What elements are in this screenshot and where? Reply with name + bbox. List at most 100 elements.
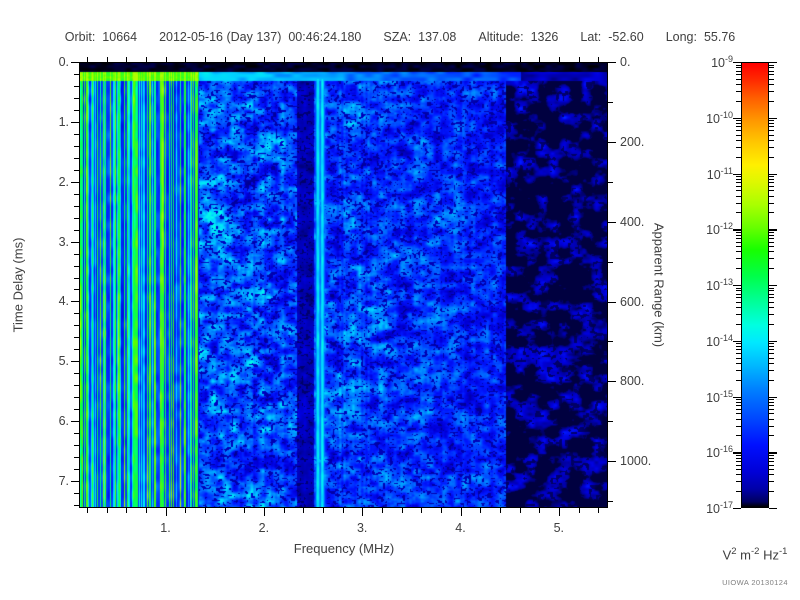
x-axis-tick-label: 3. <box>356 521 368 535</box>
colorbar-minor-tick <box>736 379 741 381</box>
x-axis-top-minor-tick <box>499 57 501 62</box>
colorbar-tick-exponent: -10 <box>719 109 733 120</box>
colorbar-minor-tick-right <box>769 454 774 456</box>
colorbar-minor-tick <box>736 178 741 180</box>
x-axis-minor-tick <box>126 508 128 513</box>
colorbar-tick-exponent: -12 <box>719 221 733 232</box>
colorbar-minor-tick-right <box>769 134 774 136</box>
colorbar-minor-tick-right <box>769 287 774 289</box>
colorbar-minor-tick <box>736 268 741 270</box>
colorbar-minor-tick <box>736 91 741 93</box>
x-axis-top-minor-tick <box>165 57 167 62</box>
colorbar-minor-tick <box>736 67 741 69</box>
x-axis-tick-label: 5. <box>553 521 565 535</box>
y-axis-left-minor-tick <box>74 253 79 255</box>
colorbar-minor-tick-right <box>769 349 774 351</box>
colorbar-minor-tick-right <box>769 212 774 214</box>
unit-m-exp: -2 <box>751 546 760 557</box>
y-axis-left-tick-label: 6. <box>58 414 69 429</box>
colorbar-minor-tick-right <box>769 120 774 122</box>
colorbar-major-tick <box>733 285 741 287</box>
colorbar-minor-tick <box>736 469 741 471</box>
colorbar-minor-tick <box>736 120 741 122</box>
x-axis-minor-tick <box>224 508 226 513</box>
colorbar-minor-tick <box>736 185 741 187</box>
x-axis-top-minor-tick <box>362 57 364 62</box>
colorbar-tick-label: 10-17 <box>685 500 733 516</box>
y-axis-left-tick-label: 7. <box>58 474 69 489</box>
colorbar-major-tick-right <box>769 508 777 510</box>
colorbar-minor-tick <box>736 353 741 355</box>
colorbar-minor-tick <box>736 464 741 466</box>
x-axis-major-tick <box>362 508 364 516</box>
x-axis-top-minor-tick <box>460 57 462 62</box>
colorbar-minor-tick-right <box>769 425 774 427</box>
unit-v-exp: 2 <box>731 546 737 557</box>
y-axis-right-major-tick <box>608 381 616 383</box>
latitude-label: Lat: <box>580 30 602 44</box>
colorbar-minor-tick <box>736 70 741 72</box>
colorbar-minor-tick-right <box>769 323 774 325</box>
observation-time: 00:46:24.180 <box>288 30 362 44</box>
colorbar-major-tick-right <box>769 62 777 64</box>
x-axis-minor-tick <box>244 508 246 513</box>
colorbar-minor-tick <box>736 176 741 178</box>
colorbar-minor-tick-right <box>769 464 774 466</box>
colorbar-minor-tick-right <box>769 123 774 125</box>
y-axis-left-minor-tick <box>74 85 79 87</box>
colorbar-minor-tick <box>736 349 741 351</box>
colorbar-minor-tick-right <box>769 408 774 410</box>
colorbar-minor-tick <box>736 323 741 325</box>
colorbar-minor-tick-right <box>769 405 774 407</box>
y-axis-left-major-tick <box>71 421 79 423</box>
colorbar-minor-tick <box>736 78 741 80</box>
colorbar-tick-mantissa: 10 <box>706 279 720 294</box>
spectrogram-canvas <box>80 63 607 507</box>
altitude-value: 1326 <box>530 30 559 44</box>
x-axis-top-minor-tick <box>519 57 521 62</box>
colorbar-tick-label: 10-12 <box>685 221 733 237</box>
colorbar-minor-tick-right <box>769 130 774 132</box>
colorbar-minor-tick-right <box>769 293 774 295</box>
x-axis-minor-tick <box>381 508 383 513</box>
colorbar-minor-tick-right <box>769 399 774 401</box>
observation-date: 2012-05-16 (Day 137) <box>159 30 282 44</box>
y-axis-left-minor-tick <box>74 493 79 495</box>
colorbar-minor-tick <box>736 460 741 462</box>
colorbar-minor-tick <box>736 297 741 299</box>
longitude-label: Long: <box>665 30 697 44</box>
colorbar-minor-tick <box>736 100 741 102</box>
colorbar-major-tick <box>733 173 741 175</box>
y-axis-left-minor-tick <box>74 205 79 207</box>
colorbar-minor-tick-right <box>769 362 774 364</box>
y-axis-left-minor-tick <box>74 397 79 399</box>
colorbar-minor-tick-right <box>769 418 774 420</box>
colorbar-minor-tick <box>736 139 741 141</box>
colorbar-minor-tick-right <box>769 401 774 403</box>
colorbar-gradient <box>741 62 769 508</box>
colorbar-minor-tick <box>736 457 741 459</box>
colorbar-minor-tick <box>736 251 741 253</box>
x-axis-tick-label: 1. <box>160 521 171 535</box>
y-axis-right-minor-tick <box>608 501 613 503</box>
y-axis-left-minor-tick <box>74 157 79 159</box>
colorbar-minor-tick <box>736 123 741 125</box>
y-axis-left-major-tick <box>71 121 79 123</box>
colorbar-minor-tick <box>736 369 741 371</box>
colorbar-minor-tick <box>736 314 741 316</box>
colorbar-minor-tick <box>736 146 741 148</box>
colorbar-minor-tick-right <box>769 190 774 192</box>
y-axis-right-minor-tick <box>608 261 613 263</box>
x-axis-top-minor-tick <box>440 57 442 62</box>
x-axis-top-minor-tick <box>381 57 383 62</box>
colorbar-tick-mantissa: 10 <box>706 446 720 461</box>
colorbar-minor-tick <box>736 134 741 136</box>
y-axis-right-major-tick <box>608 301 616 303</box>
colorbar-tick-exponent: -9 <box>724 53 733 64</box>
colorbar-major-tick-right <box>769 173 777 175</box>
colorbar-minor-tick-right <box>769 297 774 299</box>
colorbar-minor-tick <box>736 491 741 493</box>
colorbar-tick-mantissa: 10 <box>706 167 721 182</box>
colorbar-minor-tick-right <box>769 346 774 348</box>
colorbar-minor-tick-right <box>769 185 774 187</box>
